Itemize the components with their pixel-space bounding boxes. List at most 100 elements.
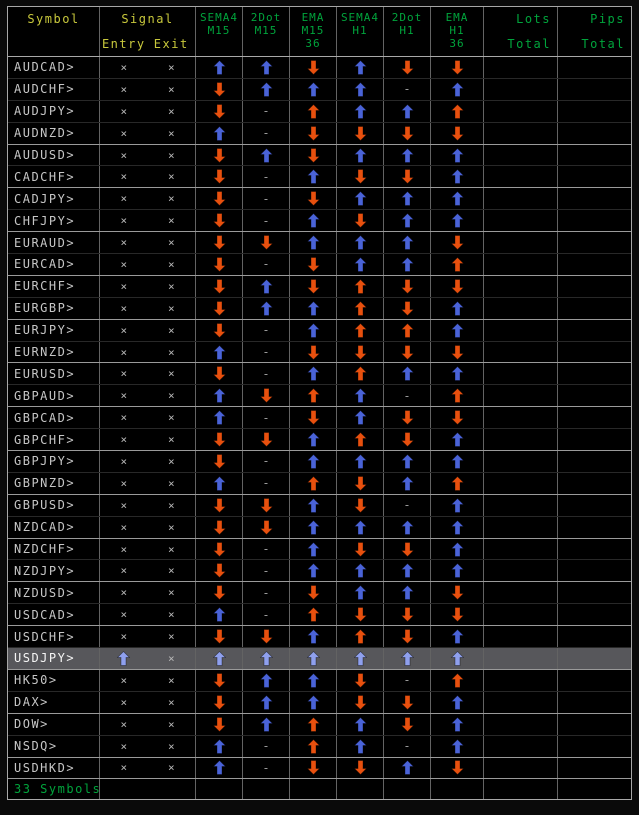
symbol-cell[interactable]: DOW> (8, 713, 100, 735)
table-row[interactable]: EURJPY> × × - (8, 319, 631, 342)
ema-h1-36-cell (431, 275, 484, 297)
symbol-cell[interactable]: CADCHF> (8, 166, 100, 188)
pips-total-cell (558, 670, 631, 691)
symbol-cell[interactable]: EURNZD> (8, 341, 100, 363)
symbol-cell[interactable]: USDCAD> (8, 604, 100, 626)
up-arrow-icon (306, 103, 320, 119)
table-row[interactable]: GBPJPY> × × - (8, 451, 631, 473)
symbol-cell[interactable]: EURUSD> (8, 363, 100, 385)
symbol-cell[interactable]: USDCHF> (8, 626, 100, 648)
symbol-cell[interactable]: GBPUSD> (8, 494, 100, 516)
up-arrow-icon (400, 760, 414, 776)
up-arrow-icon (400, 585, 414, 601)
x-mark: × (167, 630, 175, 644)
symbol-cell[interactable]: AUDNZD> (8, 122, 100, 144)
symbol-cell[interactable]: HK50> (8, 669, 100, 691)
symbol-cell[interactable]: EURAUD> (8, 232, 100, 254)
2dot-h1-cell: - (384, 385, 431, 407)
symbol-cell[interactable]: GBPAUD> (8, 385, 100, 407)
symbol-cell[interactable]: GBPNZD> (8, 472, 100, 494)
2dot-h1-cell (384, 144, 431, 166)
table-row[interactable]: HK50> × × - (8, 669, 631, 692)
table-row[interactable]: EURCAD> × × - (8, 254, 631, 276)
symbol-cell[interactable]: GBPJPY> (8, 451, 100, 472)
exit-signal-cell: × (148, 101, 196, 122)
symbol-cell[interactable]: AUDJPY> (8, 100, 100, 122)
symbol-cell[interactable]: EURGBP> (8, 297, 100, 319)
symbol-cell[interactable]: DAX> (8, 691, 100, 713)
2dot-m15-cell: - (243, 472, 290, 494)
symbol-cell[interactable]: AUDUSD> (8, 144, 100, 166)
header-entry-label: Entry (101, 37, 146, 51)
table-row[interactable]: CHFJPY> × × - (8, 210, 631, 233)
header-sema4-h1-line2: H1 (352, 24, 368, 37)
symbol-cell[interactable]: NZDJPY> (8, 560, 100, 582)
table-row[interactable]: EURCHF> × × (8, 275, 631, 298)
table-row[interactable]: USDHKD> × × - (8, 757, 631, 780)
table-row[interactable]: AUDJPY> × × - (8, 100, 631, 123)
table-row[interactable]: EURUSD> × × - (8, 363, 631, 386)
table-row[interactable]: USDJPY> × (8, 648, 631, 670)
table-row[interactable]: DAX> × × (8, 691, 631, 714)
symbol-cell[interactable]: NZDCHF> (8, 538, 100, 560)
table-row[interactable]: AUDCAD> × × (8, 57, 631, 79)
table-row[interactable]: NZDJPY> × × - (8, 560, 631, 583)
table-row[interactable]: GBPUSD> × × - (8, 494, 631, 517)
table-row[interactable]: AUDUSD> × × (8, 144, 631, 167)
symbol-cell[interactable]: NZDUSD> (8, 582, 100, 604)
table-row[interactable]: NZDUSD> × × - (8, 582, 631, 605)
table-row[interactable]: GBPCHF> × × (8, 429, 631, 452)
symbol-cell[interactable]: USDHKD> (8, 757, 100, 779)
symbol-cell[interactable]: USDJPY> (8, 648, 100, 669)
dash-mark: - (262, 739, 270, 754)
table-row[interactable]: CADCHF> × × - (8, 166, 631, 189)
symbol-cell[interactable]: CHFJPY> (8, 210, 100, 232)
symbol-cell[interactable]: EURCHF> (8, 275, 100, 297)
up-arrow-icon (259, 147, 273, 163)
up-arrow-icon (306, 235, 320, 250)
up-arrow-icon (306, 716, 320, 732)
up-arrow-icon (259, 59, 273, 75)
exit-signal-cell: × (148, 429, 196, 450)
2dot-m15-cell (243, 691, 290, 713)
symbol-cell[interactable]: EURCAD> (8, 254, 100, 275)
table-row[interactable]: GBPAUD> × × - (8, 385, 631, 408)
table-row[interactable]: EURGBP> × × (8, 297, 631, 320)
table-row[interactable]: EURAUD> × × (8, 232, 631, 255)
up-arrow-icon (212, 59, 226, 75)
symbol-cell[interactable]: NSDQ> (8, 735, 100, 757)
symbol-cell[interactable]: AUDCAD> (8, 57, 100, 78)
up-arrow-icon (353, 629, 367, 644)
up-arrow-icon (400, 563, 414, 579)
entry-signal-cell: × (100, 232, 148, 253)
up-arrow-icon (400, 519, 414, 535)
table-row[interactable]: NSDQ> × × - - (8, 735, 631, 758)
symbol-cell[interactable]: GBPCHF> (8, 429, 100, 451)
table-row[interactable]: DOW> × × (8, 713, 631, 736)
symbol-cell[interactable]: AUDCHF> (8, 78, 100, 100)
table-row[interactable]: EURNZD> × × - (8, 341, 631, 364)
dash-mark: - (262, 585, 270, 600)
table-row[interactable]: NZDCAD> × × (8, 516, 631, 539)
table-row[interactable]: NZDCHF> × × - (8, 538, 631, 561)
down-arrow-icon (212, 673, 226, 688)
dash-mark: - (262, 476, 270, 491)
2dot-m15-cell: - (243, 100, 290, 122)
x-mark: × (120, 170, 128, 184)
2dot-m15-cell (243, 78, 290, 100)
exit-signal-cell: × (148, 582, 196, 603)
symbol-cell[interactable]: EURJPY> (8, 319, 100, 341)
table-row[interactable]: GBPCAD> × × - (8, 407, 631, 430)
sema4-m15-cell (196, 100, 243, 122)
table-row[interactable]: CADJPY> × × - (8, 188, 631, 211)
symbol-cell[interactable]: CADJPY> (8, 188, 100, 210)
table-row[interactable]: USDCAD> × × - (8, 604, 631, 627)
table-row[interactable]: AUDCHF> × × - (8, 78, 631, 101)
symbol-cell[interactable]: NZDCAD> (8, 516, 100, 538)
table-row[interactable]: USDCHF> × × (8, 626, 631, 649)
table-row[interactable]: GBPNZD> × × - (8, 472, 631, 495)
ema-h1-36-cell (431, 57, 484, 78)
x-mark: × (167, 214, 175, 228)
symbol-cell[interactable]: GBPCAD> (8, 407, 100, 429)
table-row[interactable]: AUDNZD> × × - (8, 122, 631, 145)
